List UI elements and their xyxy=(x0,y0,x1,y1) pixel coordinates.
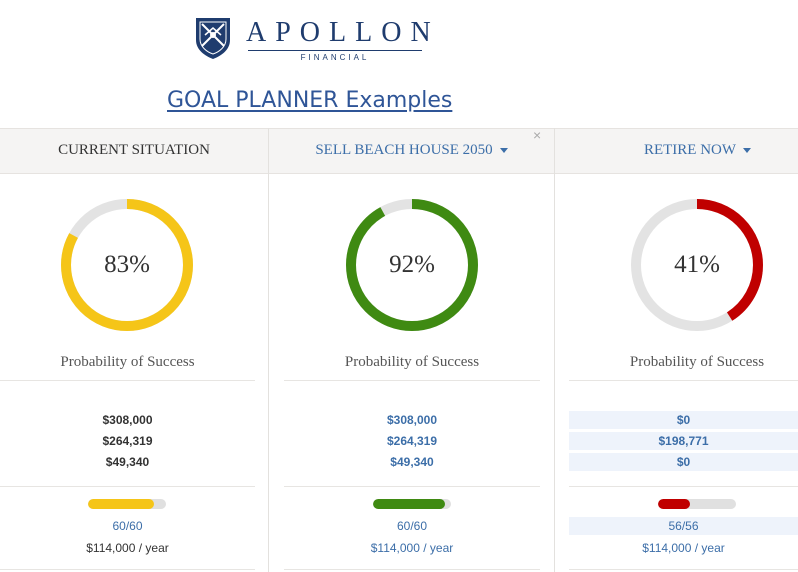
tab-current-situation[interactable]: CURRENT SITUATION xyxy=(0,128,268,172)
section-divider xyxy=(569,569,798,570)
section-divider xyxy=(284,569,540,570)
donut-fill-arc xyxy=(631,199,763,331)
value-row[interactable]: $0 xyxy=(569,453,798,471)
close-icon[interactable]: × xyxy=(533,127,542,143)
income-value[interactable]: $114,000 / year xyxy=(370,541,454,555)
column-divider xyxy=(268,128,269,572)
progress-bar-fill xyxy=(88,499,155,509)
section-divider xyxy=(284,486,540,487)
probability-label: Probability of Success xyxy=(60,354,195,370)
probability-value: 92% xyxy=(389,251,435,278)
section-divider xyxy=(569,380,798,381)
goal-count[interactable]: 56/56 xyxy=(569,517,798,535)
progress-bar-fill xyxy=(658,499,690,509)
value-row[interactable]: $264,319 xyxy=(386,434,438,448)
donut-fill-arc xyxy=(61,199,193,331)
tab-sell-beach-house[interactable]: SELL BEACH HOUSE 2050 xyxy=(269,128,554,172)
brand-subtitle: FINANCIAL xyxy=(300,53,370,62)
probability-donut: 83% xyxy=(59,197,195,333)
value-row[interactable]: $308,000 xyxy=(386,413,438,427)
page-title[interactable]: GOAL PLANNER Examples xyxy=(167,88,453,113)
income-value: $114,000 / year xyxy=(86,541,169,555)
probability-label: Probability of Success xyxy=(344,354,480,370)
probability-donut: 41% xyxy=(629,197,765,333)
tab-label: RETIRE NOW xyxy=(643,142,737,158)
brand-rule xyxy=(248,50,422,51)
probability-value: 41% xyxy=(674,251,720,278)
section-divider xyxy=(0,486,255,487)
progress-bar xyxy=(658,499,736,509)
shield-logo-icon xyxy=(196,18,230,59)
progress-bar xyxy=(373,499,451,509)
value-row: $49,340 xyxy=(105,455,150,469)
column-divider xyxy=(554,128,555,572)
goal-count: 60/60 xyxy=(112,519,143,533)
tab-retire-now[interactable]: RETIRE NOW xyxy=(555,128,798,172)
value-row[interactable]: $0 xyxy=(569,411,798,429)
section-divider xyxy=(0,380,255,381)
progress-bar xyxy=(88,499,166,509)
probability-value: 83% xyxy=(104,251,150,278)
value-row: $264,319 xyxy=(102,434,153,448)
tab-label: SELL BEACH HOUSE 2050 xyxy=(315,142,493,158)
income-value[interactable]: $114,000 / year xyxy=(642,541,725,555)
donut-fill-arc xyxy=(346,199,478,331)
progress-bar-fill xyxy=(373,499,445,509)
apollon-logo: APOLLON FINANCIAL xyxy=(194,16,434,62)
brand-name: APOLLON xyxy=(246,17,440,48)
value-row[interactable]: $49,340 xyxy=(390,455,434,469)
section-divider xyxy=(569,486,798,487)
probability-label: Probability of Success xyxy=(629,354,765,370)
caret-down-icon[interactable] xyxy=(499,148,508,154)
probability-donut: 92% xyxy=(344,197,480,333)
value-row: $308,000 xyxy=(102,413,153,427)
section-divider xyxy=(284,380,540,381)
caret-down-icon[interactable] xyxy=(743,148,752,154)
value-row[interactable]: $198,771 xyxy=(569,432,798,450)
scenario-tab-bar xyxy=(0,128,798,174)
section-divider xyxy=(0,569,255,570)
tab-label: CURRENT SITUATION xyxy=(58,142,210,158)
goal-count[interactable]: 60/60 xyxy=(396,519,428,533)
